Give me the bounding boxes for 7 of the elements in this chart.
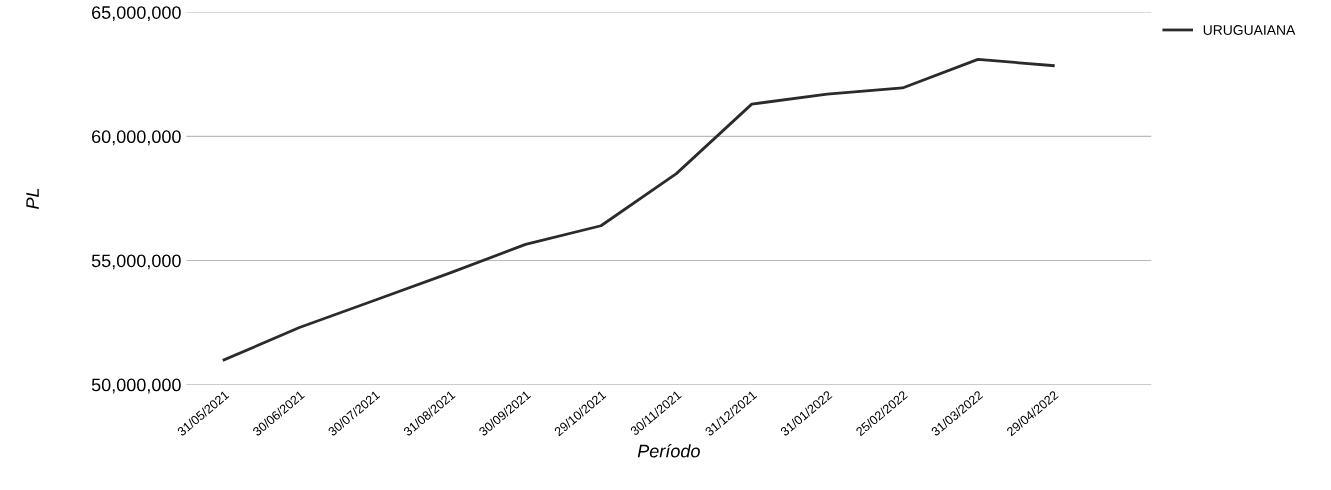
y-tick-label: 55,000,000	[91, 254, 181, 270]
x-axis-title: Período	[637, 443, 700, 458]
y-axis-title: PL	[26, 188, 39, 209]
y-tick-label: 60,000,000	[92, 130, 181, 146]
y-tick-label: 65,000,000	[92, 6, 181, 22]
legend-label: URUGUAIANA	[1203, 25, 1296, 35]
line-series	[222, 58, 1055, 362]
